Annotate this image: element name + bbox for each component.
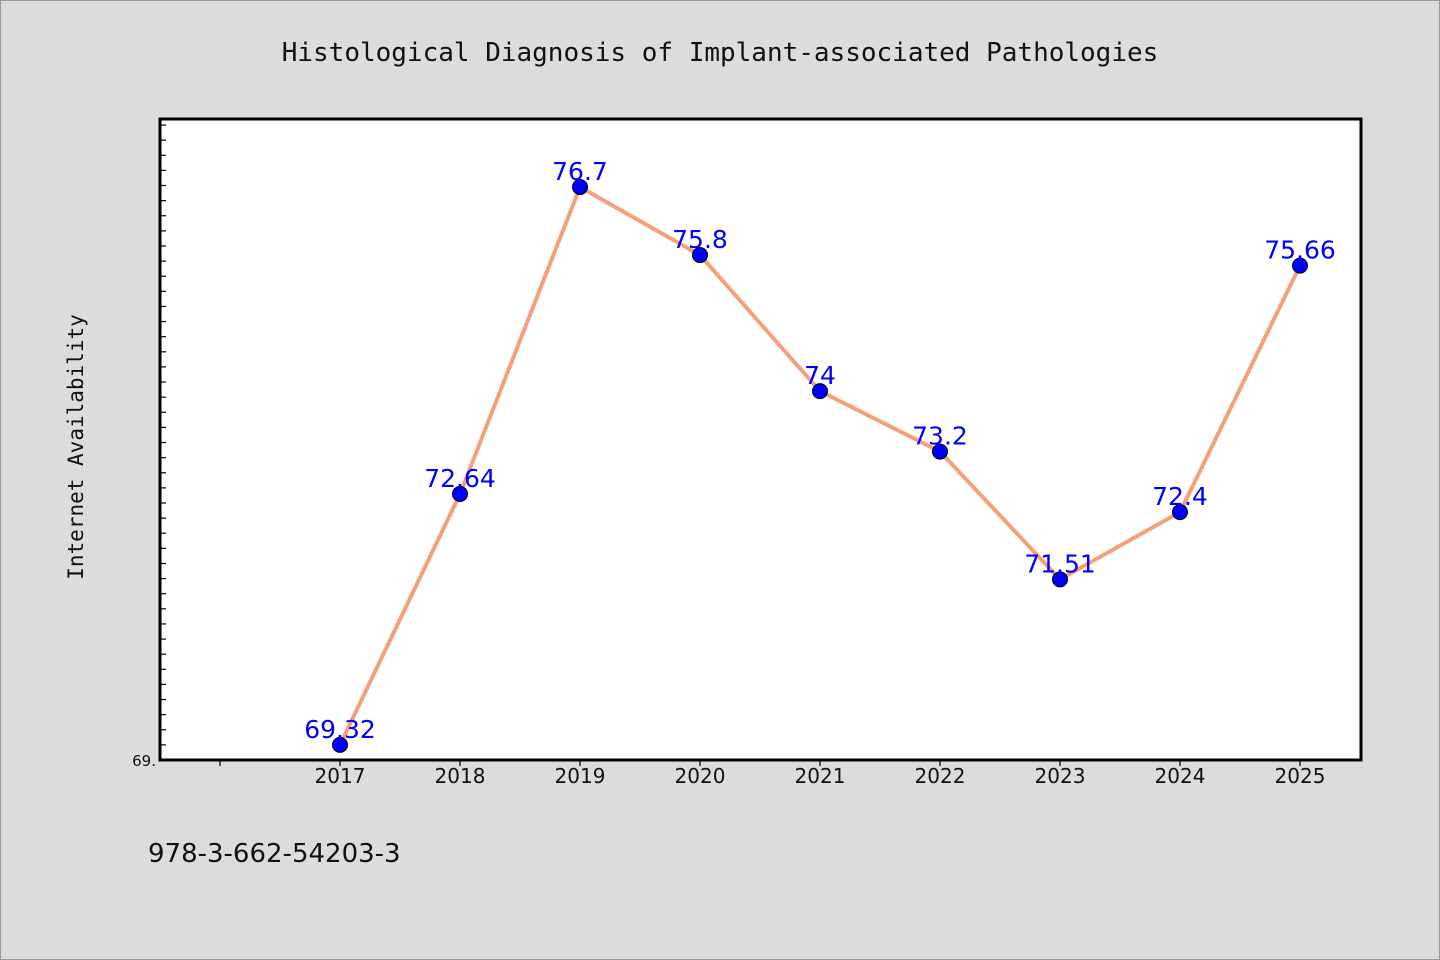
data-label: 71.51 bbox=[1024, 549, 1096, 578]
data-point bbox=[932, 443, 948, 460]
chart-title: Histological Diagnosis of Implant-associ… bbox=[282, 38, 1159, 68]
data-point bbox=[1052, 571, 1068, 588]
data-label: 74 bbox=[804, 361, 836, 390]
x-tick-label: 2019 bbox=[555, 764, 606, 788]
data-point bbox=[452, 485, 468, 502]
plot-area bbox=[160, 119, 1361, 760]
data-label: 72.4 bbox=[1152, 482, 1208, 511]
data-label: 72.64 bbox=[424, 464, 496, 493]
data-point bbox=[1292, 257, 1308, 274]
x-tick-label: 2018 bbox=[435, 764, 486, 788]
x-tick-label: 2020 bbox=[675, 764, 726, 788]
data-point bbox=[332, 736, 348, 753]
data-point bbox=[812, 383, 828, 400]
plot-border bbox=[158, 117, 1363, 762]
y-tick-label: 69. bbox=[132, 752, 156, 770]
data-label: 69.32 bbox=[304, 715, 376, 744]
x-axis-ticks: 2017 2018 2019 2020 2021 2022 2023 2024 2025 bbox=[219, 760, 1326, 788]
data-label: 73.2 bbox=[912, 422, 968, 451]
x-tick-label: 2025 bbox=[1275, 764, 1326, 788]
isbn-caption: 978-3-662-54203-3 bbox=[148, 839, 401, 869]
x-tick-label: 2021 bbox=[795, 764, 846, 788]
y-axis-label: Internet Availability bbox=[64, 314, 88, 580]
data-point bbox=[692, 247, 708, 264]
series-group bbox=[332, 179, 1308, 753]
data-label: 75.66 bbox=[1264, 236, 1336, 265]
x-tick-label: 2024 bbox=[1155, 764, 1206, 788]
data-label: 76.7 bbox=[552, 157, 608, 186]
data-labels: 69.32 72.64 76.7 75.8 74 73.2 71.51 72.4 75.66 bbox=[304, 157, 1336, 744]
x-tick-label: 2022 bbox=[915, 764, 966, 788]
x-tick-label: 2017 bbox=[315, 764, 366, 788]
data-label: 75.8 bbox=[672, 225, 728, 254]
data-point bbox=[1172, 504, 1188, 521]
data-point bbox=[572, 179, 588, 196]
x-tick-label: 2023 bbox=[1035, 764, 1086, 788]
